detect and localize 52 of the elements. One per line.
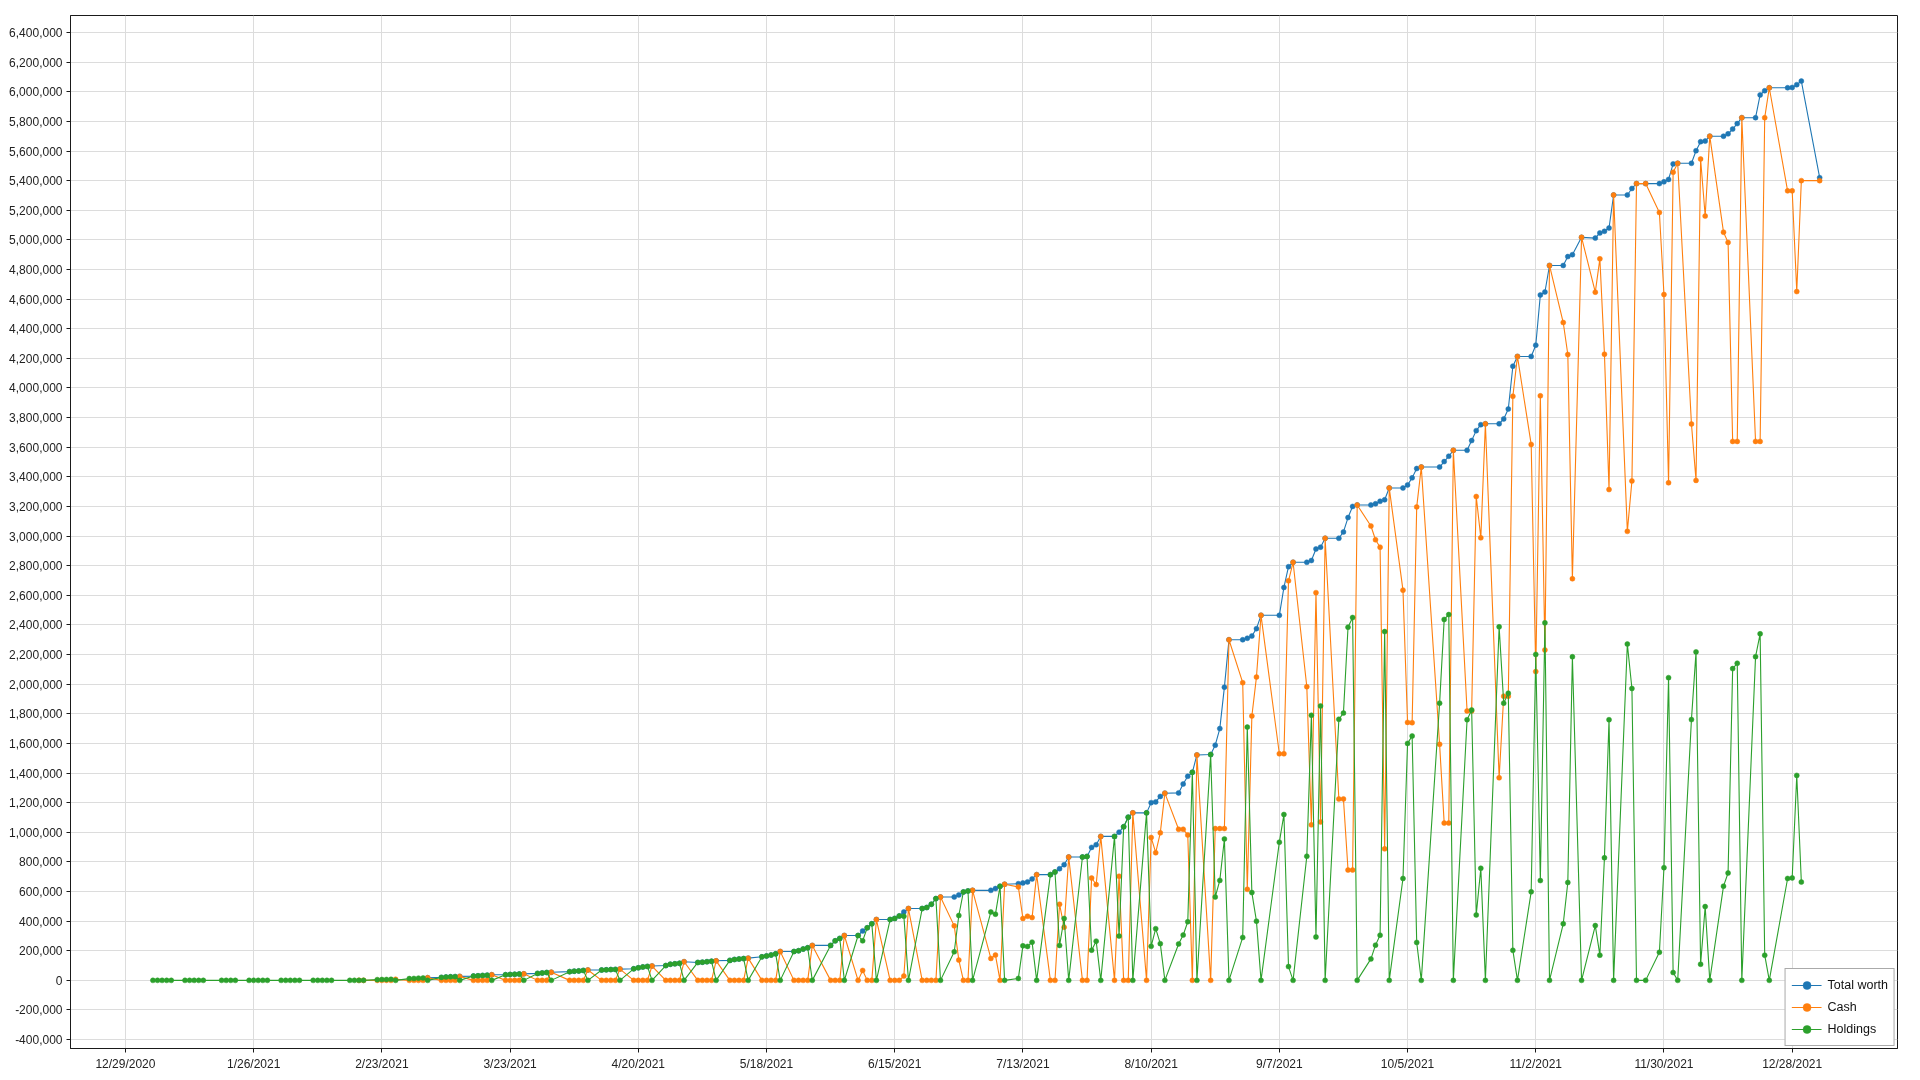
y-tick-label: 3,800,000 <box>9 411 63 426</box>
y-tick-label: 400,000 <box>19 914 63 929</box>
x-tick-label: 2/23/2021 <box>355 1056 409 1071</box>
y-tick-label: 5,400,000 <box>9 174 63 189</box>
y-tick-label: 3,400,000 <box>9 470 63 485</box>
x-tick-label: 12/28/2021 <box>1762 1056 1823 1071</box>
y-tick-label: 5,600,000 <box>9 144 63 159</box>
y-tick-label: 3,600,000 <box>9 440 63 455</box>
x-tick-label: 9/7/2021 <box>1255 1056 1304 1071</box>
y-tick-label: 5,000,000 <box>9 233 63 248</box>
x-tick-label: 3/23/2021 <box>483 1056 538 1071</box>
x-tick-label: 6/15/2021 <box>868 1056 922 1071</box>
legend-label: Total worth <box>1827 977 1888 994</box>
y-tick-label: 1,800,000 <box>9 707 63 722</box>
y-tick-label: 600,000 <box>19 885 63 900</box>
y-tick-label: -400,000 <box>15 1033 63 1048</box>
x-tick-label: 1/26/2021 <box>226 1056 281 1071</box>
x-tick-label: 12/29/2020 <box>95 1056 156 1071</box>
y-tick-label: 2,400,000 <box>9 618 63 633</box>
y-tick-label: 4,000,000 <box>9 381 63 396</box>
y-tick-label: 800,000 <box>19 855 63 870</box>
x-tick-label: 11/2/2021 <box>1509 1056 1563 1071</box>
y-tick-label: 6,400,000 <box>9 26 63 41</box>
y-tick-label: 5,200,000 <box>9 203 63 218</box>
y-tick-label: 1,600,000 <box>9 736 63 751</box>
x-tick-label: 5/18/2021 <box>739 1056 794 1071</box>
y-tick-label: 6,000,000 <box>9 85 63 100</box>
y-tick-label: 0 <box>55 973 63 988</box>
x-tick-label: 11/30/2021 <box>1634 1056 1694 1071</box>
y-tick-label: 3,000,000 <box>9 529 63 544</box>
legend-label: Holdings <box>1827 1021 1877 1038</box>
y-tick-label: 2,600,000 <box>9 588 63 603</box>
y-tick-label: 1,400,000 <box>9 766 63 781</box>
y-tick-label: 4,800,000 <box>9 262 63 277</box>
y-tick-label: 2,000,000 <box>9 677 63 692</box>
y-tick-label: -200,000 <box>15 1003 63 1018</box>
y-tick-label: 1,200,000 <box>9 796 63 811</box>
x-tick-label: 7/13/2021 <box>996 1056 1050 1071</box>
y-tick-label: 2,800,000 <box>9 559 63 574</box>
x-tick-label: 10/5/2021 <box>1380 1056 1435 1071</box>
y-tick-label: 5,800,000 <box>9 114 63 129</box>
y-tick-label: 4,200,000 <box>9 351 63 366</box>
y-tick-label: 4,600,000 <box>9 292 63 307</box>
y-tick-label: 4,400,000 <box>9 322 63 337</box>
y-tick-label: 200,000 <box>19 944 63 959</box>
y-tick-label: 3,200,000 <box>9 499 63 514</box>
legend-label: Cash <box>1827 999 1857 1016</box>
x-tick-label: 4/20/2021 <box>611 1056 666 1071</box>
y-tick-label: 1,000,000 <box>9 825 63 840</box>
x-tick-label: 8/10/2021 <box>1124 1056 1179 1071</box>
y-tick-label: 6,200,000 <box>9 55 63 70</box>
y-tick-label: 2,200,000 <box>9 648 63 663</box>
